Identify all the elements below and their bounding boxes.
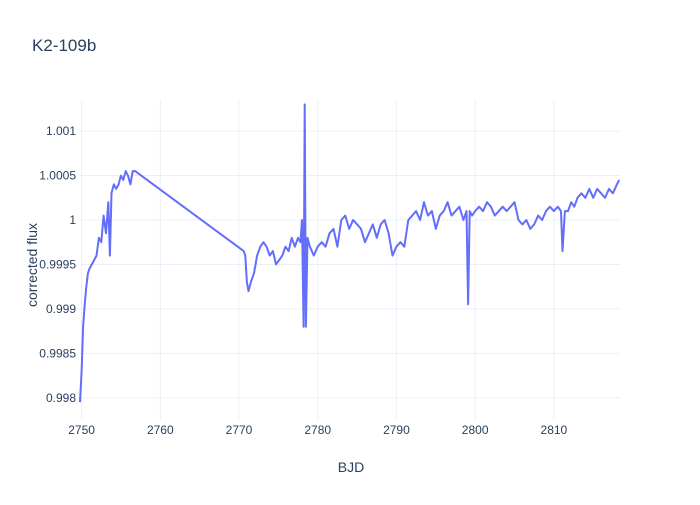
tick-labels: 2750 2760 2770 2780 2790 2800 2810 0.998 0.9985 0… [39,124,567,437]
chart-title: K2-109b [32,36,96,55]
y-tick-label: 0.999 [46,302,76,316]
x-tick-label: 2790 [383,423,410,437]
x-tick-label: 2800 [462,423,489,437]
x-tick-label: 2770 [226,423,253,437]
y-tick-label: 1.001 [46,124,76,138]
y-tick-label: 0.9985 [39,346,76,360]
x-axis-label: BJD [338,459,364,475]
grid [80,100,620,420]
series-layer [79,103,621,403]
y-tick-label: 1.0005 [39,169,76,183]
y-tick-label: 1 [69,213,76,227]
x-tick-label: 2780 [304,423,331,437]
y-tick-label: 0.9995 [39,257,76,271]
y-tick-label: 0.998 [46,391,76,405]
series-line-0 [79,103,621,403]
x-tick-label: 2810 [541,423,568,437]
x-tick-label: 2760 [147,423,174,437]
y-axis-label: corrected flux [24,223,40,307]
x-tick-label: 2750 [68,423,95,437]
